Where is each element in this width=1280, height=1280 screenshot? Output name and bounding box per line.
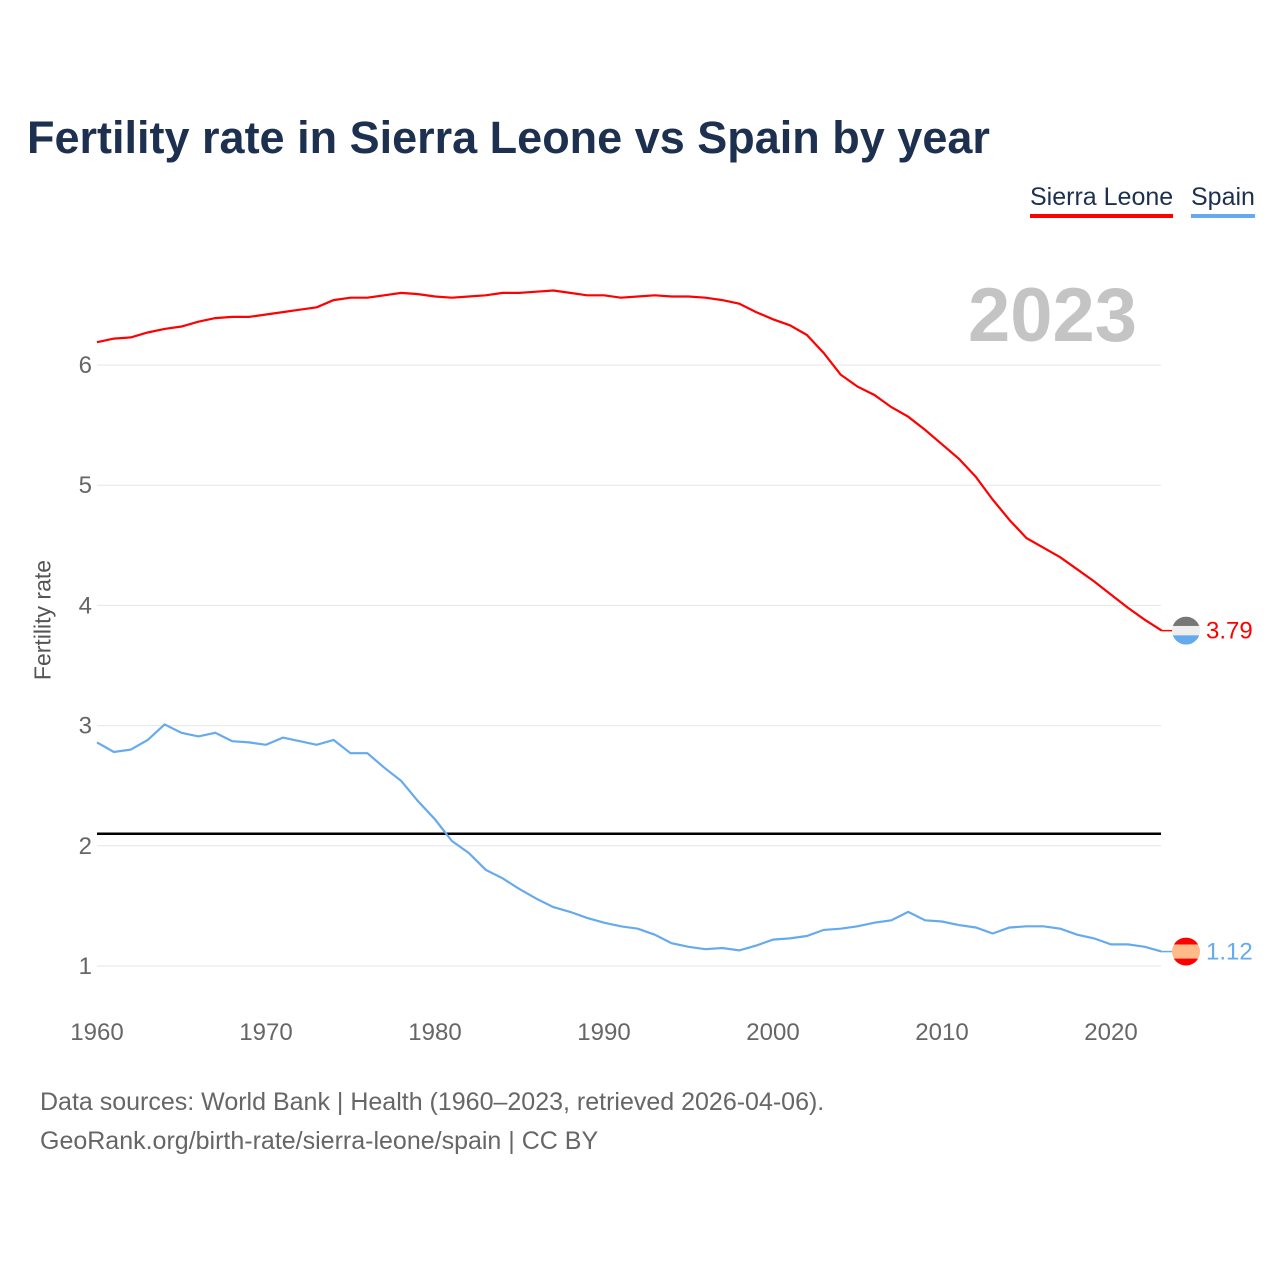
chart-title: Fertility rate in Sierra Leone vs Spain … — [27, 112, 990, 163]
x-tick-label: 2020 — [1084, 1019, 1137, 1046]
x-tick-label: 1980 — [408, 1019, 461, 1046]
y-tick-label: 2 — [79, 833, 92, 860]
x-tick-label: 1970 — [239, 1019, 292, 1046]
flag-stripe — [1172, 635, 1200, 645]
flag-stripe — [1172, 937, 1200, 945]
flag-stripe — [1172, 625, 1200, 636]
y-tick-label: 4 — [79, 592, 92, 619]
y-tick-label: 3 — [79, 713, 92, 740]
y-tick-label: 5 — [79, 472, 92, 499]
credit-link[interactable]: GeoRank.org/birth-rate/sierra-leone/spai… — [40, 1127, 599, 1155]
data-sources: Data sources: World Bank | Health (1960–… — [40, 1088, 825, 1116]
series-line-sierra-leone — [96, 289, 1163, 632]
flag-icon — [1172, 937, 1200, 966]
flag-stripe — [1172, 944, 1200, 959]
x-tick-label: 2010 — [915, 1019, 968, 1046]
flag-stripe — [1172, 616, 1200, 626]
current-year-label: 2023 — [968, 273, 1138, 358]
end-value-label: 3.79 — [1206, 618, 1253, 645]
y-tick-label: 6 — [79, 352, 92, 379]
flag-stripe — [1172, 958, 1200, 966]
legend-sierra-leone[interactable]: Sierra Leone — [1030, 183, 1174, 218]
end-value-label: 1.12 — [1206, 939, 1253, 966]
flag-icon — [1172, 616, 1200, 645]
y-tick-label: 1 — [79, 953, 92, 980]
x-tick-label: 1960 — [70, 1019, 123, 1046]
x-tick-label: 2000 — [746, 1019, 799, 1046]
series-line-spain — [96, 723, 1163, 953]
x-tick-label: 1990 — [577, 1019, 630, 1046]
legend-spain[interactable]: Spain — [1191, 183, 1255, 218]
